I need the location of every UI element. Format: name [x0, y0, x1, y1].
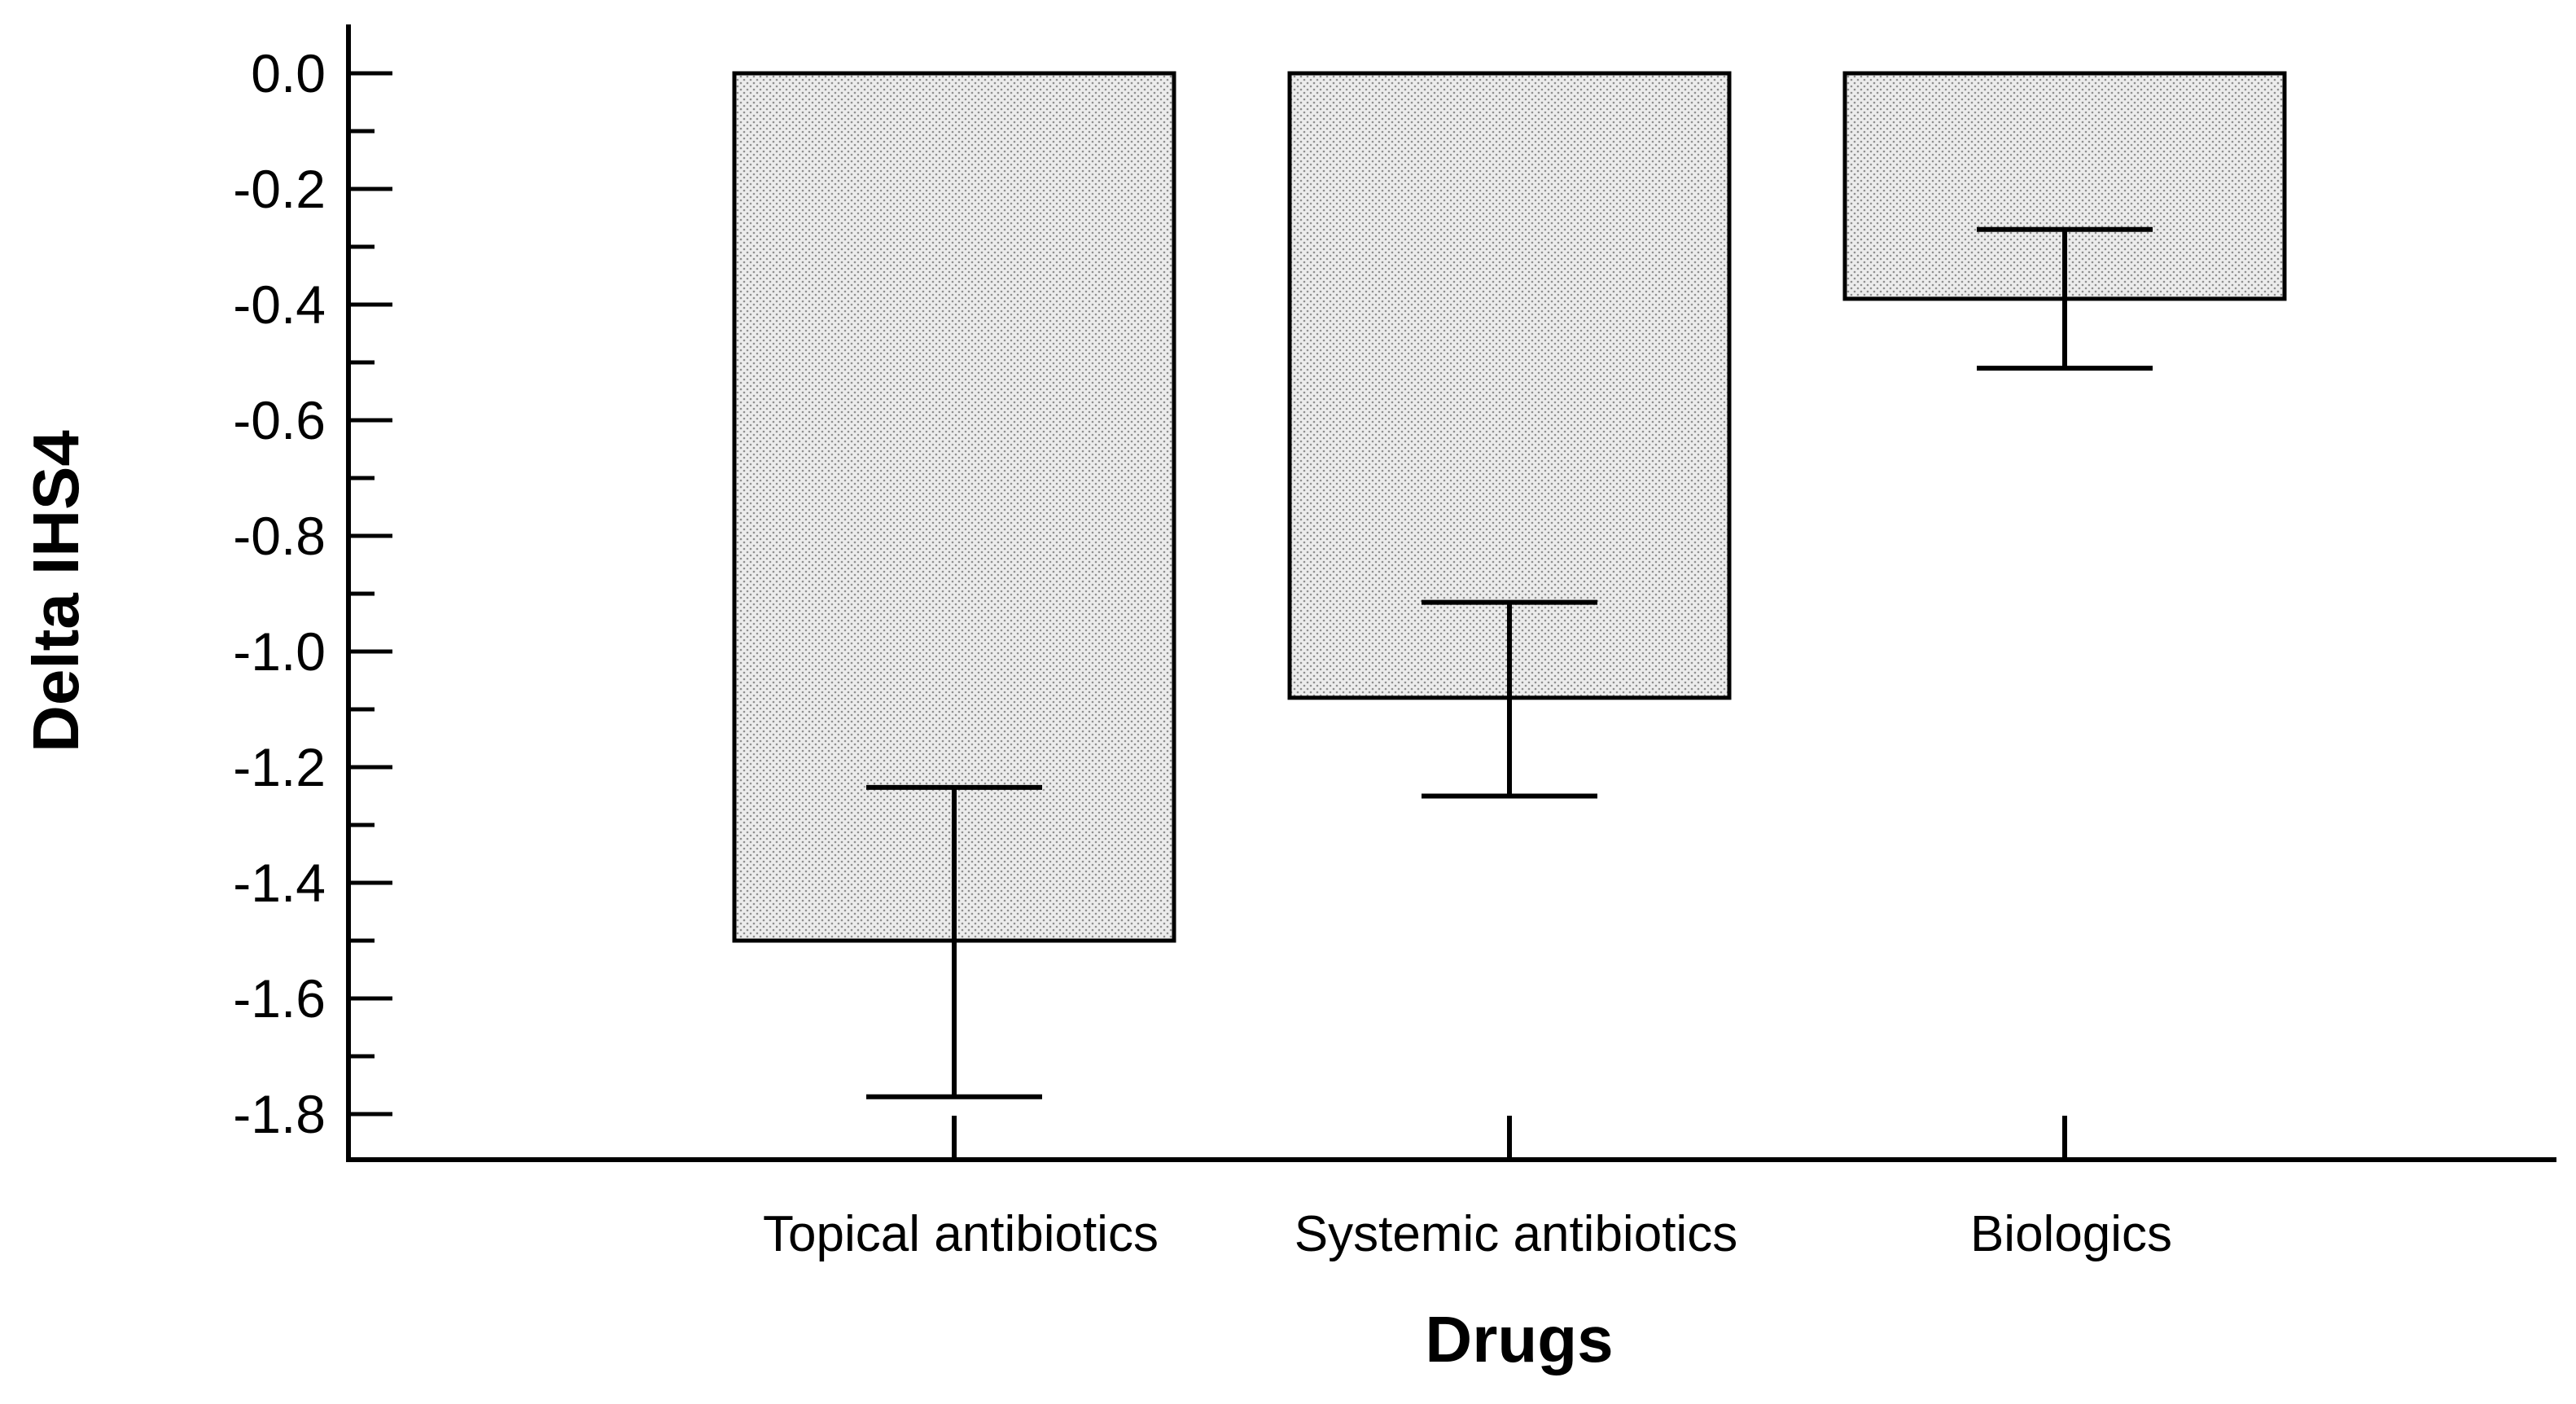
bars-layer: [732, 71, 2287, 943]
x-tick-label: Biologics: [1970, 1206, 2172, 1262]
y-tick-label: -0.4: [233, 274, 326, 335]
y-tick-label: -1.0: [233, 621, 326, 682]
x-ticks-layer: Topical antibiotics Systemic antibiotics B…: [763, 1116, 2172, 1262]
x-tick-label: Topical antibiotics: [763, 1206, 1159, 1262]
bar: [1287, 71, 1732, 700]
y-tick-label: -0.6: [233, 390, 326, 450]
bar: [1842, 71, 2287, 301]
y-tick-label: -1.4: [233, 853, 326, 913]
y-tick-label: -0.2: [233, 159, 326, 219]
x-axis-title: Drugs: [1425, 1303, 1613, 1375]
error-bars-layer: [866, 226, 2153, 1099]
y-tick-label: -1.8: [233, 1084, 326, 1144]
y-ticks-layer: 0.0 -0.2 -0.4 -0.6 -0.8 -1.0 -1.2 -1.4 -1.6 -1.8: [233, 43, 392, 1144]
y-tick-label: -1.2: [233, 737, 326, 797]
y-tick-label: 0.0: [251, 43, 326, 103]
x-tick-label: Systemic antibiotics: [1295, 1206, 1737, 1262]
y-tick-label: -0.8: [233, 506, 326, 566]
y-tick-label: -1.6: [233, 968, 326, 1029]
y-axis-title: Delta IHS4: [20, 430, 92, 752]
